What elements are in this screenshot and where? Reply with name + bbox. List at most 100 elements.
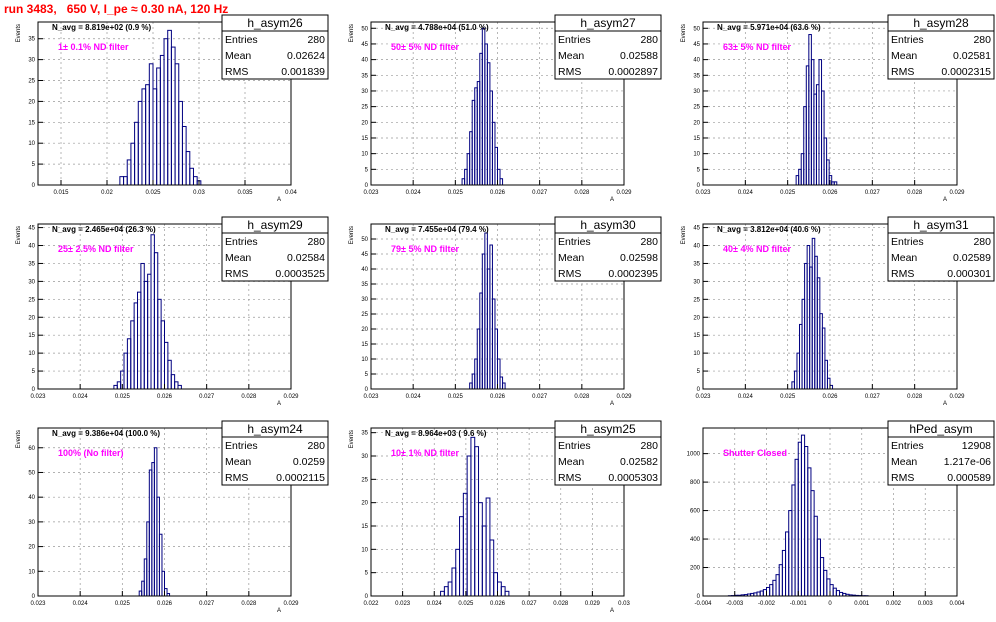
x-tick-label: 0.024 xyxy=(738,190,754,196)
stat-mean-value: 0.02582 xyxy=(620,456,658,468)
stat-rms-label: RMS xyxy=(891,472,914,484)
y-tick-label: 60 xyxy=(28,446,35,452)
x-axis-label: A xyxy=(277,608,281,614)
y-tick-label: 20 xyxy=(361,327,368,333)
histogram-panel-h_asym29: 0.023 0.024 0.025 0.026 0.027 0.028 0.029 0 5 10 1… xyxy=(16,216,329,407)
x-tick-label: 0.023 xyxy=(695,190,711,196)
x-tick-label: 0.028 xyxy=(241,601,257,607)
navg-label: N_avg = 3.812e+04 (40.6 %) xyxy=(717,225,821,234)
x-tick-label: -0.001 xyxy=(790,601,808,607)
y-tick-label: 5 xyxy=(697,167,701,173)
histogram-bin xyxy=(147,273,152,390)
y-tick-label: 50 xyxy=(361,26,368,32)
filter-annotation: 10± 1% ND filter xyxy=(391,448,459,458)
y-tick-label: 0 xyxy=(32,594,36,600)
x-tick-label: 0.02 xyxy=(101,190,113,196)
y-tick-label: 25 xyxy=(28,297,35,303)
stat-entries-label: Entries xyxy=(891,440,924,452)
histogram-bin xyxy=(134,121,139,186)
histogram-bin xyxy=(504,590,510,597)
stat-mean-label: Mean xyxy=(225,456,251,468)
histogram-bin xyxy=(443,586,449,597)
y-tick-label: 20 xyxy=(693,120,700,126)
histogram-bin xyxy=(145,84,150,186)
histogram-bin xyxy=(123,176,128,186)
y-tick-label: 10 xyxy=(693,152,700,158)
y-tick-label: 5 xyxy=(365,167,369,173)
x-tick-label: 0.029 xyxy=(585,601,601,607)
histogram-bin xyxy=(474,446,480,597)
stat-entries-label: Entries xyxy=(225,34,258,46)
stat-mean-label: Mean xyxy=(558,456,584,468)
histogram-bin xyxy=(148,63,154,186)
histogram-name: h_asym24 xyxy=(247,422,303,436)
histogram-bin xyxy=(499,178,504,186)
histogram-panel-h_asym31: 0.023 0.024 0.025 0.026 0.027 0.028 0.029 0 5 10 1… xyxy=(681,216,995,407)
filter-annotation: Shutter Closed xyxy=(723,448,787,458)
y-tick-label: 40 xyxy=(28,495,35,501)
x-tick-label: 0.025 xyxy=(448,394,464,400)
histogram-panel-h_asym28: 0.023 0.024 0.025 0.026 0.027 0.028 0.029 0 5 10 1… xyxy=(681,14,995,203)
y-axis-label: Events xyxy=(16,226,22,244)
x-tick-label: 0.003 xyxy=(918,601,934,607)
y-tick-label: 45 xyxy=(361,42,368,48)
stat-rms-value: 0.0005303 xyxy=(608,472,658,484)
stat-entries-value: 280 xyxy=(307,34,325,46)
histogram-bin xyxy=(447,581,453,597)
stat-rms-value: 0.0002395 xyxy=(608,268,658,280)
y-tick-label: 40 xyxy=(693,58,700,64)
histogram-bin xyxy=(156,67,161,186)
y-tick-label: 40 xyxy=(28,244,35,250)
x-axis-label: A xyxy=(277,401,281,407)
y-tick-label: 1000 xyxy=(687,452,701,458)
histogram-panel-h_asym24: 0.023 0.024 0.025 0.026 0.027 0.028 0.029 0 10 20… xyxy=(16,420,329,614)
histogram-bin xyxy=(126,159,132,186)
y-tick-label: 35 xyxy=(361,431,368,437)
x-tick-label: 0.025 xyxy=(145,190,161,196)
x-tick-label: 0.027 xyxy=(199,394,215,400)
stat-mean-label: Mean xyxy=(891,50,917,62)
stat-entries-value: 12908 xyxy=(962,440,991,452)
histogram-name: h_asym25 xyxy=(580,422,636,436)
x-tick-label: 0.024 xyxy=(406,394,422,400)
stat-rms-value: 0.0002315 xyxy=(941,66,991,78)
y-tick-label: 50 xyxy=(28,470,35,476)
stat-entries-label: Entries xyxy=(891,236,924,248)
x-tick-label: 0.026 xyxy=(157,394,173,400)
filter-annotation: 79± 5% ND filter xyxy=(391,244,459,254)
x-tick-label: 0.028 xyxy=(907,394,923,400)
x-tick-label: 0.026 xyxy=(490,190,506,196)
y-tick-label: 15 xyxy=(693,136,700,142)
x-tick-label: 0.028 xyxy=(574,394,590,400)
x-tick-label: 0.035 xyxy=(237,190,253,196)
stat-rms-value: 0.0003525 xyxy=(275,268,325,280)
y-tick-label: 800 xyxy=(690,480,701,486)
stat-rms-label: RMS xyxy=(891,268,914,280)
x-tick-label: 0.025 xyxy=(115,601,131,607)
histogram-bin xyxy=(133,302,139,390)
histogram-bin xyxy=(126,338,132,390)
stat-rms-value: 0.001839 xyxy=(281,66,325,78)
histogram-bin xyxy=(462,492,468,597)
x-tick-label: -0.004 xyxy=(694,601,712,607)
y-tick-label: 20 xyxy=(28,99,35,105)
y-tick-label: 35 xyxy=(693,73,700,79)
x-tick-label: 0.027 xyxy=(522,601,538,607)
histogram-bin xyxy=(459,516,464,597)
navg-label: N_avg = 9.386e+04 (100.0 %) xyxy=(52,429,160,438)
histogram-bin xyxy=(159,54,165,186)
y-tick-label: 35 xyxy=(28,261,35,267)
x-tick-label: 0.028 xyxy=(574,190,590,196)
stat-mean-label: Mean xyxy=(891,456,917,468)
stats-box: hPed_asym Entries 12908 Mean 1.217e-06 RMS 0.0… xyxy=(887,420,995,486)
stat-rms-value: 0.000301 xyxy=(947,268,991,280)
stat-entries-label: Entries xyxy=(558,440,591,452)
x-tick-label: 0.025 xyxy=(448,190,464,196)
stat-mean-value: 0.02624 xyxy=(287,50,325,62)
x-tick-label: 0.023 xyxy=(395,601,411,607)
y-tick-label: 15 xyxy=(693,333,700,339)
x-tick-label: 0.027 xyxy=(865,394,881,400)
y-tick-label: 25 xyxy=(361,105,368,111)
histogram-bin xyxy=(141,88,147,186)
y-tick-label: 0 xyxy=(32,387,36,393)
